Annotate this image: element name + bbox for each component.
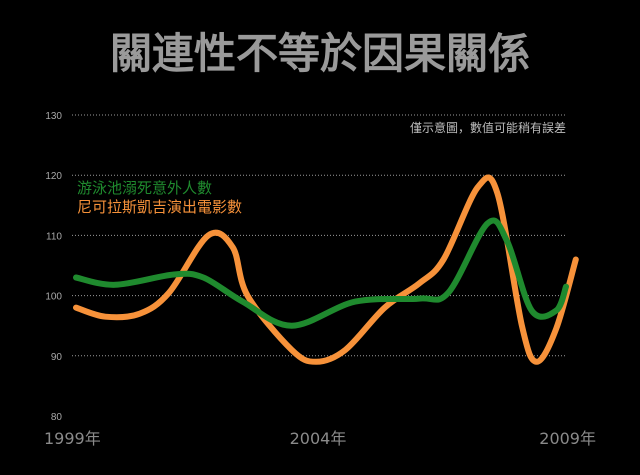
y-tick-label: 90 <box>51 352 63 363</box>
chart-title: 關連性不等於因果關係 <box>110 29 530 78</box>
y-tick-label: 80 <box>51 412 63 423</box>
y-tick-label: 100 <box>45 292 62 303</box>
y-tick-label: 130 <box>45 111 62 122</box>
legend-label: 尼可拉斯凱吉演出電影數 <box>77 198 242 216</box>
series-line-cage-films <box>73 174 579 365</box>
series-line-pool-drownings <box>73 217 569 329</box>
legend-label: 游泳池溺死意外人數 <box>77 179 212 197</box>
chart-note: 僅示意圖，數值可能稍有誤差 <box>410 120 566 135</box>
x-tick-label: 1999年 <box>44 429 101 448</box>
x-tick-label: 2009年 <box>539 429 596 448</box>
y-tick-label: 120 <box>45 171 62 182</box>
y-tick-label: 110 <box>46 231 62 242</box>
x-tick-label: 2004年 <box>290 429 347 448</box>
